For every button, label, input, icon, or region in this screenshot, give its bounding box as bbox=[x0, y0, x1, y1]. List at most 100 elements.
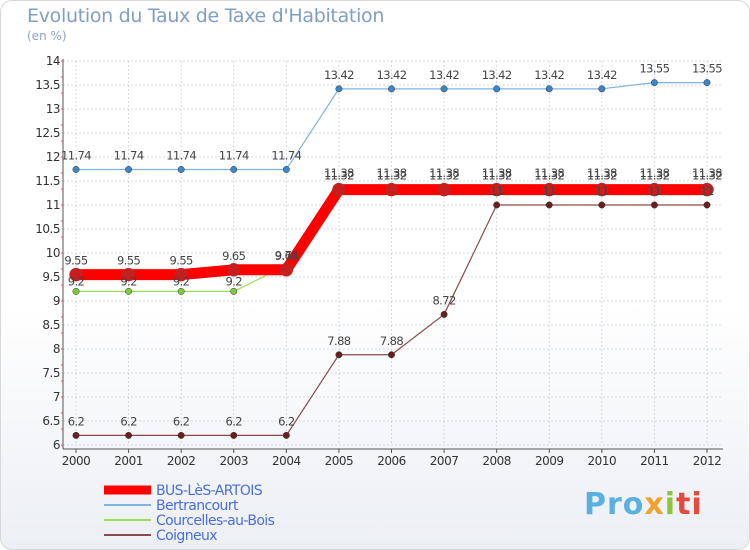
data-point bbox=[647, 182, 662, 197]
series-labels: 9.55 9.55 9.55 9.65 9.65 11.32 11.32 11.32 11.32… bbox=[61, 62, 723, 429]
x-tick-label: 2006 bbox=[377, 454, 406, 468]
y-tick-label: 9 bbox=[53, 294, 60, 308]
data-label: 11.38 bbox=[639, 166, 669, 180]
data-point bbox=[177, 166, 185, 173]
data-label: 11.38 bbox=[482, 166, 512, 180]
y-tick-label: 8 bbox=[53, 342, 60, 356]
data-label: 11.32 bbox=[324, 169, 354, 183]
data-label: 11.32 bbox=[692, 169, 722, 183]
data-point bbox=[125, 431, 133, 439]
data-point bbox=[282, 431, 290, 439]
data-point bbox=[279, 263, 294, 277]
data-point bbox=[493, 201, 501, 209]
data-point bbox=[542, 182, 556, 197]
data-label: 11.32 bbox=[587, 169, 617, 183]
data-point bbox=[440, 85, 448, 93]
data-label: 6.2 bbox=[226, 414, 243, 428]
data-label: 11.38 bbox=[377, 166, 407, 180]
data-label: 9.55 bbox=[117, 254, 140, 268]
data-point bbox=[650, 201, 658, 209]
chart-subtitle: (en %) bbox=[27, 29, 67, 43]
y-tick-label: 11.5 bbox=[35, 174, 60, 188]
x-tick-label: 2009 bbox=[535, 454, 564, 468]
data-label: 6.2 bbox=[278, 414, 295, 428]
data-point bbox=[72, 431, 80, 439]
data-label: 11.32 bbox=[429, 169, 459, 183]
data-label: 6.2 bbox=[68, 414, 85, 428]
data-label: 6.2 bbox=[173, 414, 190, 428]
y-tick-label: 12 bbox=[46, 150, 60, 164]
proxiti-logo: Proxiti bbox=[584, 487, 703, 522]
y-tick-label: 6.5 bbox=[42, 414, 60, 428]
data-label: 11.32 bbox=[377, 169, 407, 183]
data-point bbox=[230, 166, 238, 173]
data-label: 13.42 bbox=[534, 68, 564, 82]
data-label: 9.74 bbox=[275, 248, 298, 262]
data-label: 11.38 bbox=[587, 166, 617, 180]
data-point bbox=[598, 201, 606, 209]
data-point bbox=[174, 267, 188, 282]
y-tick-label: 11 bbox=[46, 198, 60, 212]
series-line-coigneux bbox=[75, 204, 708, 436]
legend-label: Bertrancourt bbox=[156, 498, 239, 514]
data-label: 13.55 bbox=[692, 62, 722, 76]
data-point bbox=[177, 287, 185, 295]
x-tick-label: 2007 bbox=[430, 454, 459, 468]
data-point bbox=[125, 287, 133, 295]
y-tick-label: 7 bbox=[53, 390, 60, 404]
data-label: 13.42 bbox=[429, 68, 459, 82]
data-label: 11.32 bbox=[534, 169, 564, 183]
y-tick-label: 12.5 bbox=[35, 126, 60, 140]
data-point bbox=[69, 267, 83, 282]
legend-label: Coigneux bbox=[156, 528, 217, 544]
chart-title: Evolution du Taux de Taxe d'Habitation bbox=[27, 5, 385, 27]
data-label: 9.2 bbox=[68, 274, 85, 288]
data-point bbox=[489, 182, 504, 197]
data-label: 11.38 bbox=[429, 166, 459, 180]
y-tick-label: 10.5 bbox=[35, 222, 60, 236]
data-point bbox=[388, 351, 395, 359]
data-label: 11 bbox=[648, 184, 662, 198]
y-tick-label: 14 bbox=[46, 54, 60, 68]
data-label: 13.42 bbox=[482, 68, 512, 82]
data-point bbox=[545, 201, 553, 209]
data-point bbox=[595, 182, 609, 197]
data-label: 8.72 bbox=[432, 293, 455, 307]
data-label: 13.42 bbox=[377, 68, 407, 82]
data-point bbox=[700, 182, 714, 197]
x-tick-label: 2012 bbox=[693, 454, 722, 468]
data-label: 7.88 bbox=[327, 334, 350, 348]
data-label: 11.38 bbox=[534, 166, 564, 180]
data-label: 9.2 bbox=[173, 274, 190, 288]
legend-label: BUS-LèS-ARTOIS bbox=[156, 483, 263, 499]
data-point bbox=[598, 85, 606, 93]
y-tick-label: 13 bbox=[46, 102, 60, 116]
data-label: 11 bbox=[543, 184, 557, 198]
data-label: 11.32 bbox=[482, 169, 512, 183]
data-label: 13.42 bbox=[324, 68, 354, 82]
y-tick-label: 8.5 bbox=[42, 318, 60, 332]
data-point bbox=[227, 263, 241, 277]
legend-label: Courcelles-au-Bois bbox=[156, 513, 275, 529]
series-lines bbox=[69, 79, 714, 439]
data-point bbox=[384, 182, 399, 197]
data-point bbox=[335, 85, 343, 93]
y-tick-label: 9.5 bbox=[42, 270, 60, 284]
data-label: 11.74 bbox=[219, 148, 249, 162]
data-point bbox=[72, 166, 80, 173]
x-tick-label: 2011 bbox=[640, 454, 669, 468]
y-tick-label: 7.5 bbox=[42, 366, 60, 380]
data-label: 9.55 bbox=[64, 254, 87, 268]
x-tick-label: 2008 bbox=[482, 454, 511, 468]
data-label: 11 bbox=[595, 184, 609, 198]
data-label: 13.55 bbox=[639, 62, 669, 76]
data-point bbox=[703, 201, 711, 209]
data-label: 9.65 bbox=[275, 249, 298, 263]
data-label: 9.65 bbox=[222, 249, 245, 263]
data-label: 9.55 bbox=[170, 254, 193, 268]
data-label: 11 bbox=[490, 184, 504, 198]
data-label: 11.38 bbox=[692, 166, 722, 180]
y-tick-label: 10 bbox=[46, 246, 60, 260]
data-point bbox=[545, 85, 553, 93]
